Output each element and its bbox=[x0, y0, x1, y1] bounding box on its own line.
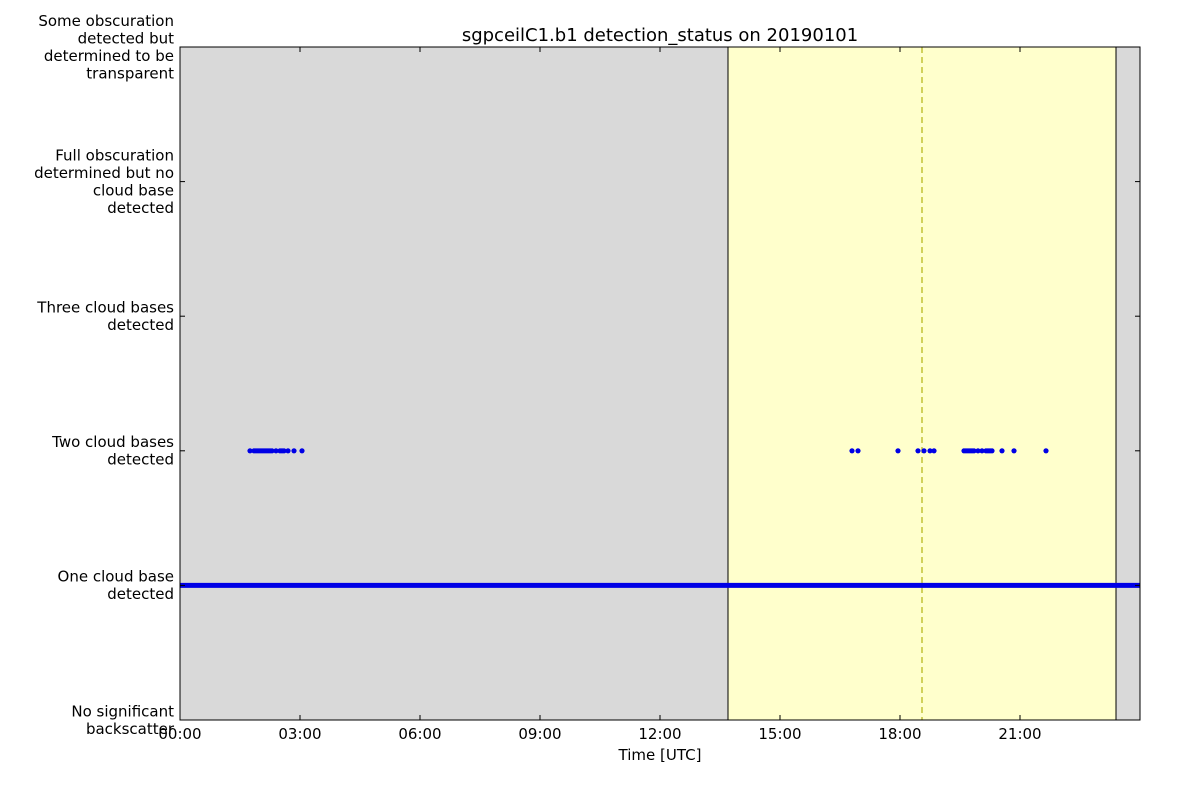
x-axis: 00:00 03:00 06:00 09:00 12:00 15:00 18:00 21:00 bbox=[158, 47, 1042, 743]
data-point bbox=[927, 448, 933, 454]
x-tick-label: 15:00 bbox=[758, 725, 801, 743]
data-point bbox=[291, 448, 297, 454]
data-point bbox=[999, 448, 1005, 454]
data-point bbox=[247, 448, 253, 454]
x-tick-label: 06:00 bbox=[398, 725, 441, 743]
y-tick-label-line: Three cloud bases bbox=[36, 298, 174, 316]
y-tick-label: Some obscuration detected but determined t… bbox=[38, 12, 174, 83]
data-point bbox=[299, 448, 305, 454]
y-tick-label-line: Some obscuration bbox=[38, 12, 174, 30]
y-tick-label-line: cloud base bbox=[93, 181, 174, 199]
x-axis-label: Time [UTC] bbox=[618, 746, 702, 764]
y-tick-label: Three cloud bases detected bbox=[36, 298, 174, 334]
x-tick-label: 03:00 bbox=[278, 725, 321, 743]
data-point bbox=[915, 448, 921, 454]
data-point bbox=[971, 448, 977, 454]
y-tick-label-line: transparent bbox=[86, 64, 174, 82]
y-tick-label-line: detected bbox=[107, 316, 174, 334]
y-tick-label: Full obscuration determined but no cloud b… bbox=[34, 146, 174, 217]
x-tick-label: 21:00 bbox=[998, 725, 1041, 743]
x-tick-label: 00:00 bbox=[158, 725, 201, 743]
data-point bbox=[273, 448, 279, 454]
y-tick-label-line: Two cloud bases bbox=[51, 433, 174, 451]
data-point bbox=[281, 448, 287, 454]
data-point bbox=[849, 448, 855, 454]
data-point bbox=[989, 448, 995, 454]
data-point bbox=[931, 448, 937, 454]
y-tick-label-line: One cloud base bbox=[58, 568, 174, 586]
data-point bbox=[285, 448, 291, 454]
x-tick-label: 09:00 bbox=[518, 725, 561, 743]
y-tick-label-line: No significant bbox=[71, 702, 174, 720]
data-point bbox=[1043, 448, 1049, 454]
data-point bbox=[921, 448, 927, 454]
chart-title: sgpceilC1.b1 detection_status on 2019010… bbox=[462, 25, 858, 46]
y-tick-label: Two cloud bases detected bbox=[51, 433, 174, 469]
data-point bbox=[975, 448, 981, 454]
x-tick-label: 18:00 bbox=[878, 725, 921, 743]
y-tick-label: One cloud base detected bbox=[58, 568, 174, 604]
x-tick-label: 12:00 bbox=[638, 725, 681, 743]
data-point bbox=[269, 448, 275, 454]
y-tick-label-line: Full obscuration bbox=[55, 146, 174, 164]
data-point bbox=[855, 448, 861, 454]
y-tick-label-line: detected bbox=[107, 199, 174, 217]
y-tick-label-line: detected bbox=[107, 451, 174, 469]
y-tick-label: No significant backscatter bbox=[71, 702, 174, 738]
series-layer bbox=[180, 448, 1140, 588]
data-point bbox=[979, 448, 985, 454]
y-tick-label-line: backscatter bbox=[86, 720, 175, 738]
data-point bbox=[895, 448, 901, 454]
y-tick-label-line: determined but no bbox=[34, 164, 174, 182]
data-point bbox=[1011, 448, 1017, 454]
y-tick-label-line: detected bbox=[107, 585, 174, 603]
y-tick-label-line: detected but bbox=[78, 29, 175, 47]
y-tick-label-line: determined to be bbox=[44, 47, 174, 65]
